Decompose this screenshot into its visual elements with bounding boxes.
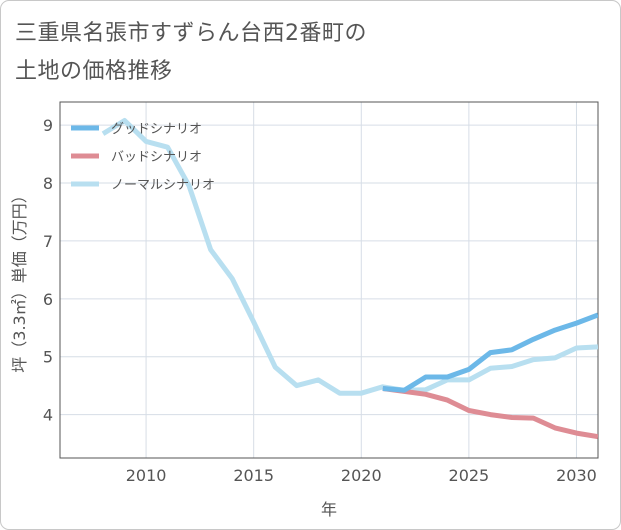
legend-label: バッドシナリオ [111,150,202,165]
plot-frame [59,101,599,459]
y-tick-label: 9 [43,116,53,135]
y-tick-label: 8 [43,174,53,193]
x-tick-label: 2025 [449,466,490,485]
legend-label: ノーマルシナリオ [111,178,215,193]
x-tick-label: 2020 [341,466,382,485]
x-tick-label: 2015 [233,466,274,485]
x-tick-label: 2010 [126,466,167,485]
x-tick-label: 2030 [556,466,597,485]
legend-label: グッドシナリオ [111,122,202,137]
series-line [101,118,598,396]
chart-title: 三重県名張市すずらん台西2番町の 土地の価格推移 [15,21,367,84]
y-tick-label: 5 [43,348,53,367]
series-line [382,312,598,393]
y-tick-label: 4 [43,406,53,425]
y-tick-label: 6 [43,290,53,309]
x-axis-title: 年 [321,500,337,519]
y-tick-label: 7 [43,232,53,251]
y-axis-title: 坪（3.3㎡）単価（万円） [10,187,29,372]
series-line [382,386,598,440]
